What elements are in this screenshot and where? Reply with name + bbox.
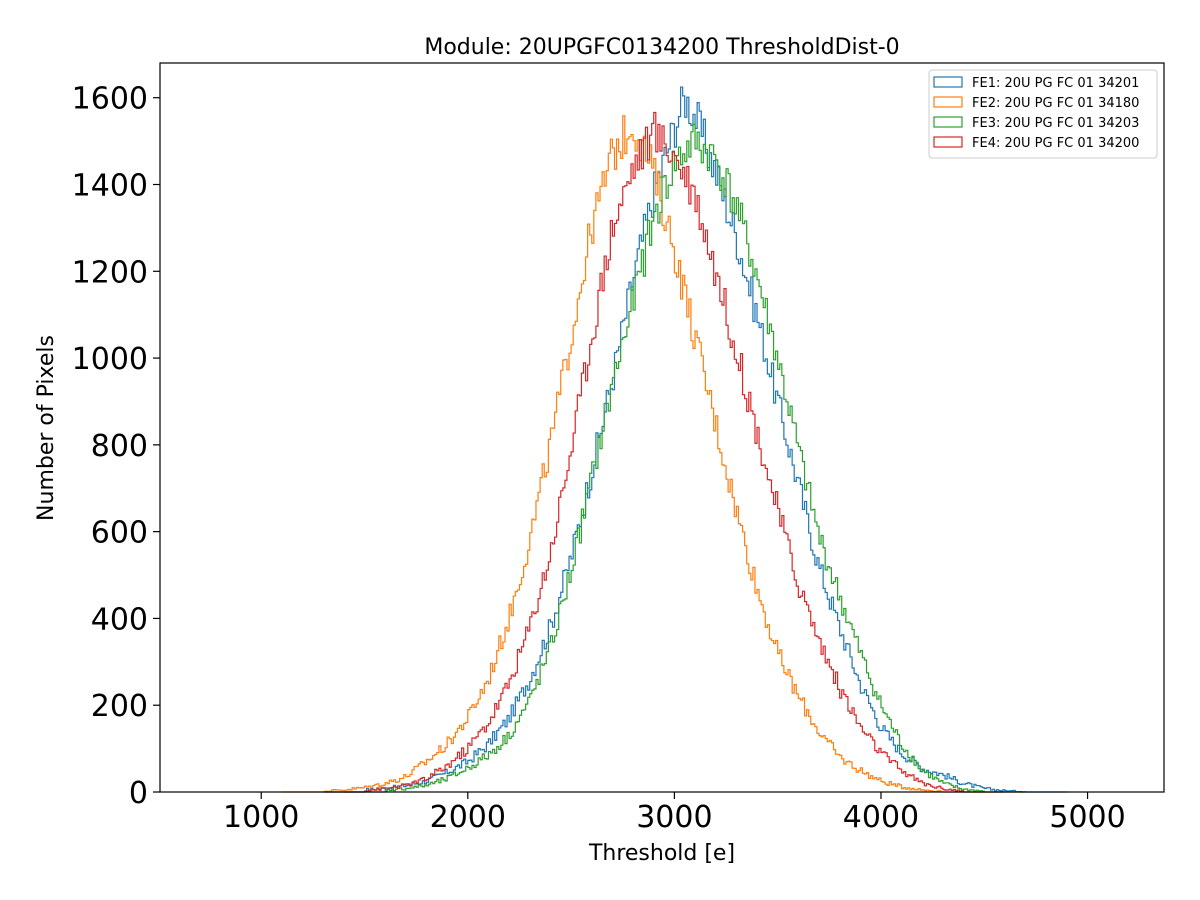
y-tick-label: 0 [129,776,148,811]
legend-entry-label: FE4: 20U PG FC 01 34200 [972,136,1139,151]
y-tick-label: 1200 [72,255,148,290]
legend-swatch [933,76,963,88]
y-axis-ticks: 0 200 400 600 800 1000 1200 1400 1600 [72,82,160,811]
series-step-line [323,111,1005,793]
y-tick-label: 1400 [72,169,148,204]
legend-entry-label: FE1: 20U PG FC 01 34201 [972,76,1139,91]
y-axis-label: Number of Pixels [34,335,59,521]
series-step-line [343,123,1026,793]
legend-swatch [933,136,963,148]
y-tick-label: 1000 [72,342,148,377]
legend-entry-label: FE2: 20U PG FC 01 34180 [972,96,1139,111]
x-axis-label: Threshold [e] [588,841,735,866]
plot-frame [159,62,1165,793]
plot-series [281,86,1067,793]
x-tick-label: 2000 [430,800,506,835]
legend-entry-label: FE3: 20U PG FC 01 34203 [972,116,1139,131]
x-tick-label: 5000 [1049,800,1125,835]
legend-box [928,69,1158,159]
y-tick-label: 400 [91,602,148,637]
legend-swatch [933,116,963,128]
y-tick-label: 1600 [72,82,148,117]
legend-swatch [933,96,963,108]
y-tick-label: 200 [91,689,148,724]
series-step-line [281,115,985,793]
x-axis-ticks: 1000 2000 3000 4000 5000 [223,792,1126,835]
chart-title: Module: 20UPGFC0134200 ThresholdDist-0 [424,35,899,60]
y-tick-label: 600 [91,516,148,551]
x-tick-label: 1000 [223,800,299,835]
y-tick-label: 800 [91,429,148,464]
x-tick-label: 3000 [636,800,712,835]
legend: FE1: 20U PG FC 01 34201 FE2: 20U PG FC 01… [928,69,1158,159]
x-tick-label: 4000 [843,800,919,835]
